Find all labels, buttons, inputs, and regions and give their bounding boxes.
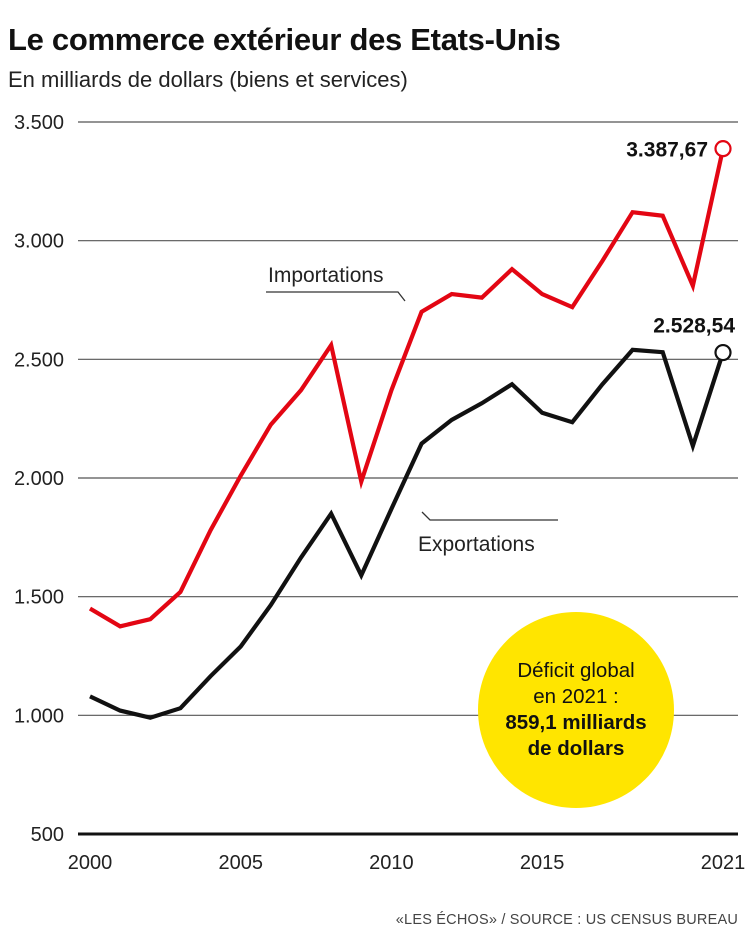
x-tick-label: 2005 [218, 852, 263, 874]
callout-line-1: Déficit global [517, 659, 635, 682]
deficit-callout: Déficit global en 2021 : 859,1 milliards… [478, 612, 674, 808]
y-tick-label: 3.000 [14, 231, 64, 253]
series-annotations: 3.387,67 2.528,54 Importations Exportations [266, 139, 735, 556]
importations-leader-line [266, 291, 406, 302]
y-tick-label: 2.000 [14, 468, 64, 490]
y-axis-ticks: 500 1.000 1.500 2.000 2.500 3.000 3.500 [14, 112, 64, 846]
x-tick-label: 2000 [68, 852, 113, 874]
callout-line-4: de dollars [527, 737, 625, 760]
source-note: «LES ÉCHOS» / SOURCE : US CENSUS BUREAU [395, 912, 738, 928]
end-point-marker [714, 140, 732, 158]
series-label-exportations: Exportations [418, 533, 535, 556]
series-label-importations: Importations [268, 264, 384, 287]
end-point-marker [714, 343, 732, 362]
x-tick-label: 2015 [520, 852, 565, 874]
chart-title: Le commerce extérieur des Etats-Unis [8, 22, 561, 57]
series-line-importations [88, 148, 726, 629]
series-line-exportations [89, 347, 725, 720]
end-value-label: 2.528,54 [653, 315, 735, 338]
x-tick-label: 2021 [701, 852, 746, 874]
y-tick-label: 500 [31, 824, 64, 846]
y-tick-label: 1.000 [14, 705, 64, 727]
end-value-label: 3.387,67 [626, 139, 708, 162]
y-tick-label: 1.500 [14, 587, 64, 609]
gridlines [78, 121, 738, 836]
x-tick-label: 2010 [369, 852, 414, 874]
series-lines [88, 140, 732, 720]
chart-subtitle: En milliards de dollars (biens et servic… [8, 67, 408, 92]
y-tick-label: 3.500 [14, 112, 64, 134]
callout-line-2: en 2021 : [533, 685, 619, 708]
callout-line-3: 859,1 milliards [505, 711, 647, 734]
x-axis-ticks: 2000 2005 2010 2015 2021 [68, 852, 746, 874]
exportations-leader-line [421, 511, 558, 521]
y-tick-label: 2.500 [14, 349, 64, 371]
